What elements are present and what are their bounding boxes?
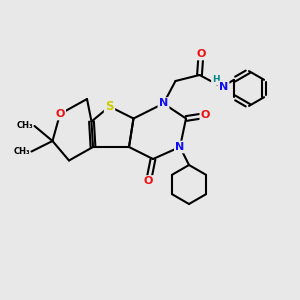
Text: S: S	[105, 100, 114, 113]
Text: N: N	[219, 82, 228, 92]
Text: O: O	[196, 49, 206, 59]
Text: CH₃: CH₃	[14, 147, 30, 156]
Text: H: H	[212, 75, 220, 84]
Text: O: O	[144, 176, 153, 187]
Text: N: N	[176, 142, 184, 152]
Text: CH₃: CH₃	[16, 122, 33, 130]
Text: N: N	[159, 98, 168, 109]
Text: O: O	[201, 110, 210, 121]
Text: O: O	[55, 109, 65, 119]
